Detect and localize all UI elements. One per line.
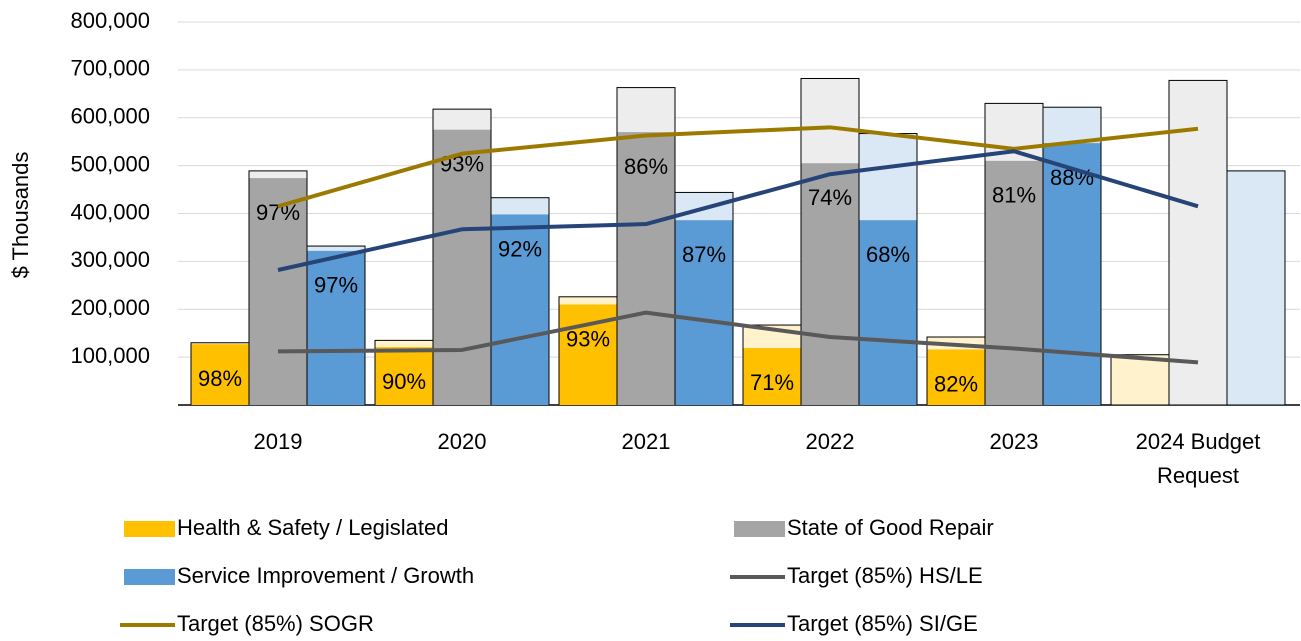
percent-label: 97% [314,273,358,298]
y-tick-label: 800,000 [70,8,150,33]
legend-label: Target (85%) HS/LE [787,563,983,588]
y-tick-label: 100,000 [70,343,150,368]
target-line [277,149,1199,272]
percent-label: 87% [682,242,726,267]
budget-bar [1110,354,1170,406]
y-axis-label: $ Thousands [8,152,33,279]
percent-label: 81% [992,183,1036,208]
percent-label: 98% [198,366,242,391]
legend-swatch [124,569,175,585]
percent-label: 90% [382,369,426,394]
x-tick-label: 2020 [437,429,487,454]
actual-bar [675,220,733,405]
percent-label: 92% [498,236,542,261]
actual-bar [801,163,859,405]
y-tick-label: 400,000 [70,199,150,224]
legend-label: State of Good Repair [787,515,994,540]
percent-label: 68% [866,242,910,267]
y-tick-label: 600,000 [70,104,150,129]
actual-bar [433,129,491,405]
budget-bar [1226,170,1286,406]
target-line [277,310,1199,365]
percent-label: 93% [566,326,610,351]
percent-label: 71% [750,370,794,395]
percent-label: 86% [624,154,668,179]
x-tick-label: 2023 [989,429,1039,454]
legend-swatch [124,521,175,537]
legend-label: Target (85%) SOGR [177,611,374,636]
x-tick-label: 2019 [253,429,303,454]
actual-bar [927,349,985,405]
actual-bar [307,250,365,405]
actual-bar [249,178,307,405]
percent-label: 82% [934,371,978,396]
actual-bar [375,347,433,405]
y-tick-label: 300,000 [70,247,150,272]
actual-bar [859,220,917,405]
target-line [277,125,1199,209]
actual-bar [985,160,1043,405]
legend-label: Target (85%) SI/GE [787,611,978,636]
actual-bar [617,132,675,406]
x-tick-label: 2021 [621,429,671,454]
y-tick-label: 700,000 [70,56,150,81]
x-tick-label: 2022 [805,429,855,454]
legend-swatch [734,521,785,537]
actual-bar [1043,143,1101,405]
actual-bar [743,348,801,405]
x-tick-label: 2024 Budget Request [1135,429,1261,488]
actual-bar [491,214,549,405]
legend-label: Service Improvement / Growth [177,563,474,588]
y-tick-label: 500,000 [70,151,150,176]
percent-label: 74% [808,185,852,210]
y-tick-label: 200,000 [70,295,150,320]
legend-label: Health & Safety / Legislated [177,515,449,540]
actual-bar [191,344,249,405]
